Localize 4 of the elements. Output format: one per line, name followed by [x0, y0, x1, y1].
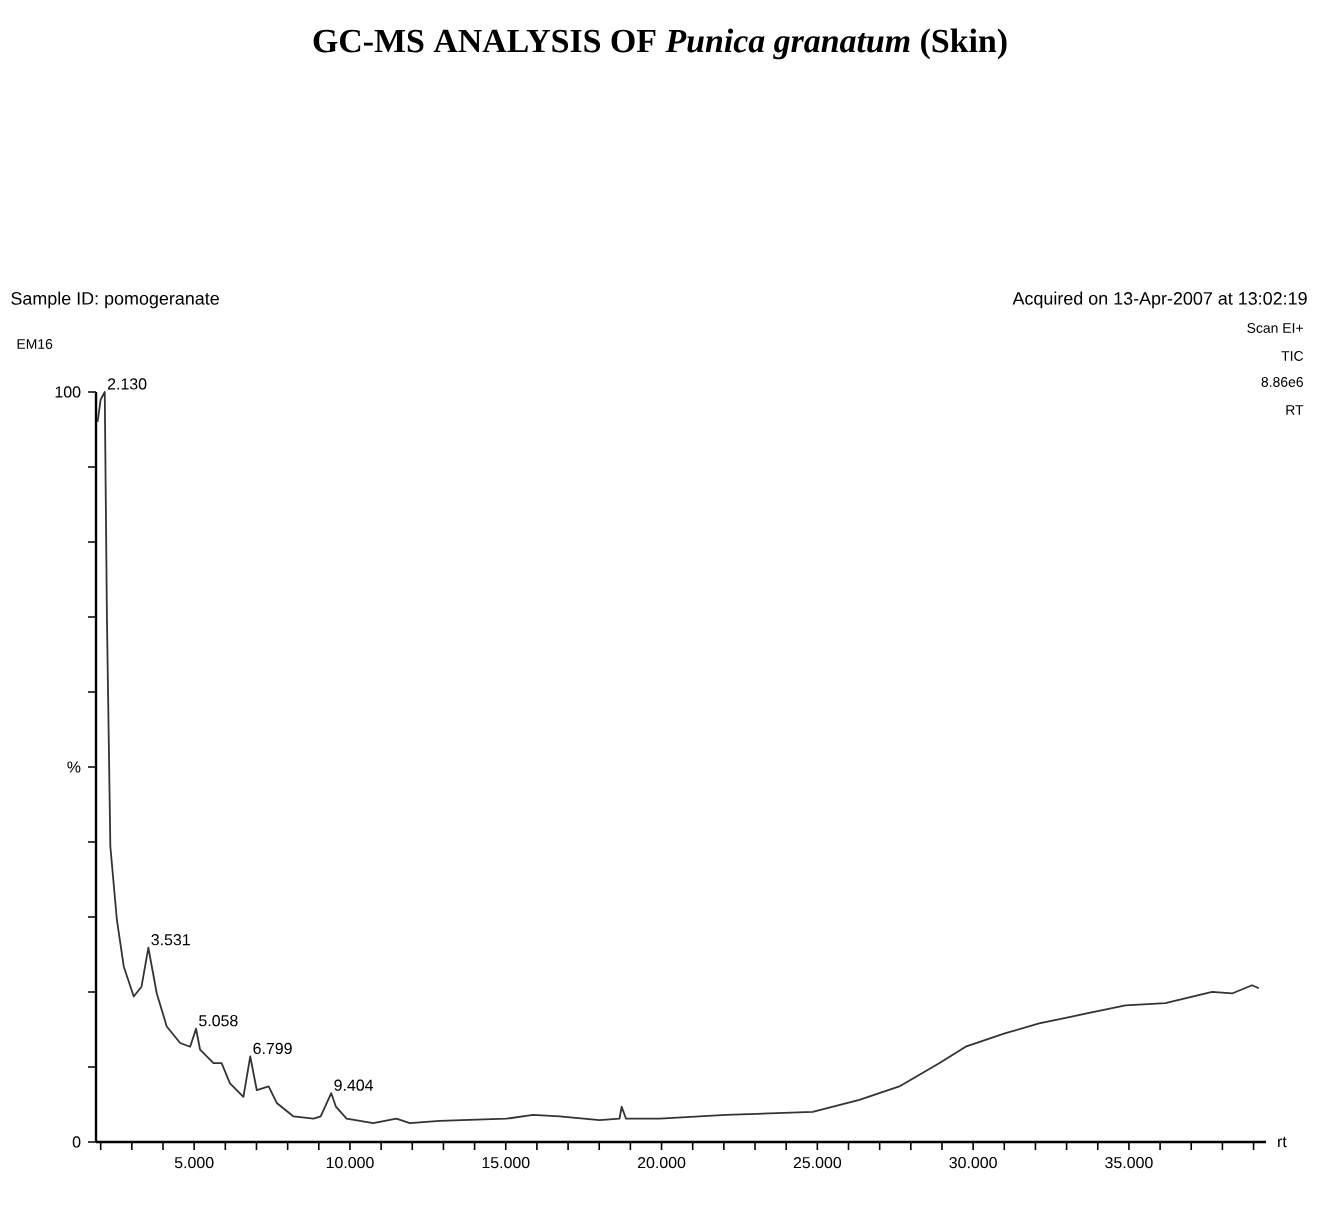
text: Sample ID: pomogeranate	[11, 291, 219, 309]
line-series	[96, 391, 1260, 1125]
chart-title: GC-MS ANALYSIS OF Punica granatum (Skin)	[313, 28, 1007, 60]
text: Acquired on 13-Apr-2007 at 13:02:19	[1012, 291, 1307, 309]
